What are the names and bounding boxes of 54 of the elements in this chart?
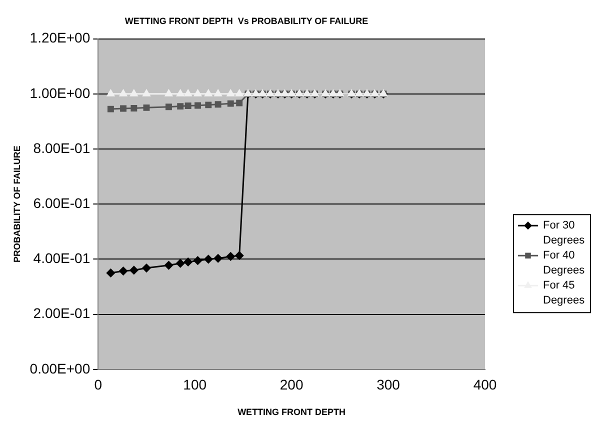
legend-label: For 30 Degrees (543, 220, 586, 247)
point (119, 266, 128, 276)
point (177, 103, 184, 110)
point (176, 259, 185, 268)
point (120, 90, 128, 96)
x-axis-title: WETTING FRONT DEPTH (238, 407, 346, 418)
x-tick-label: 300 (376, 376, 400, 393)
point (214, 254, 222, 263)
point (184, 258, 192, 266)
legend-label: For 45 Degrees (543, 280, 586, 307)
point (236, 100, 243, 106)
point (176, 90, 184, 96)
point (130, 105, 138, 112)
point (194, 102, 201, 109)
point (204, 254, 213, 264)
point (204, 90, 212, 96)
y-tick-label: 4.00E-01 (33, 250, 90, 266)
chart-title: WETTING FRONT DEPTH Vs PROBABILITY OF FAILURE (124, 16, 368, 26)
point (142, 264, 151, 272)
point (194, 90, 202, 96)
point (226, 252, 235, 261)
point (184, 102, 192, 109)
y-tick-label: 2.00E-01 (33, 305, 90, 322)
y-tick-label: 1.20E+00 (30, 30, 90, 46)
legend-label: For 40 Degrees (543, 250, 586, 277)
y-tick-label: 1.00E+00 (30, 84, 90, 101)
point (235, 251, 244, 260)
point (236, 90, 244, 96)
point (226, 90, 234, 96)
x-tick-label: 200 (280, 376, 304, 393)
point (214, 101, 222, 108)
point (164, 261, 173, 270)
point (214, 90, 222, 96)
x-tick-label: 0 (94, 376, 102, 393)
y-tick-label: 6.00E-01 (33, 194, 90, 211)
y-tick-label: 0.00E+00 (30, 360, 90, 376)
point (227, 100, 234, 107)
point (205, 102, 212, 108)
point (107, 106, 114, 112)
y-axis-title: PROBABILITY OF FAILURE (12, 146, 22, 263)
point (106, 268, 115, 278)
point (130, 266, 138, 274)
point (164, 90, 173, 96)
point (194, 256, 202, 265)
point (166, 104, 172, 110)
point (106, 90, 114, 96)
point (143, 104, 150, 111)
y-tick-label: 8.00E-01 (33, 140, 90, 156)
point (142, 90, 150, 96)
x-tick-label: 400 (473, 376, 497, 393)
point (130, 90, 138, 96)
point (184, 90, 192, 96)
x-tick-label: 100 (183, 376, 207, 393)
point (120, 105, 127, 112)
